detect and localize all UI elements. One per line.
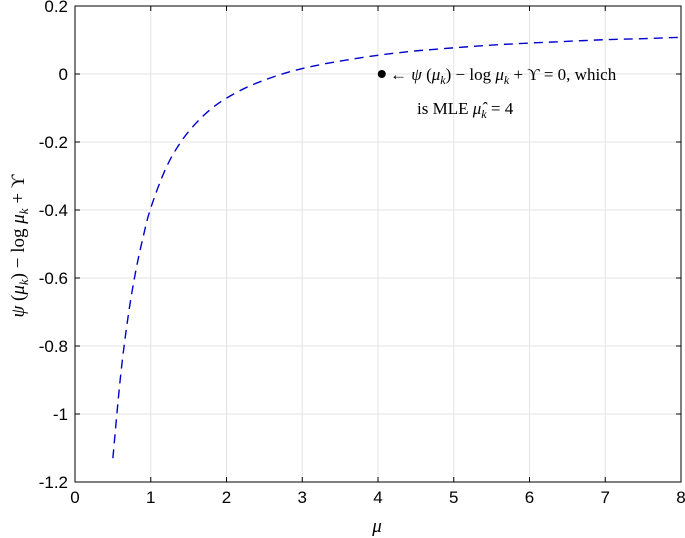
- x-tick-label: 8: [676, 488, 685, 507]
- series-line: [112, 36, 681, 459]
- x-tick-label: 3: [298, 488, 307, 507]
- x-tick-label: 6: [525, 488, 534, 507]
- y-axis-label: ψ (μk) − log μk + ϒ: [8, 174, 31, 317]
- y-tick-label: -0.6: [39, 269, 68, 288]
- y-tick-label: 0.2: [44, 0, 68, 16]
- annotation-line-1: ← ψ (μk) − log μk + ϒ = 0, which: [390, 65, 617, 87]
- y-tick-label: -0.8: [39, 337, 68, 356]
- y-tick-label: -1.2: [39, 473, 68, 492]
- x-tick-label: 0: [70, 488, 79, 507]
- x-tick-label: 4: [373, 488, 382, 507]
- mle-point-marker: [377, 70, 386, 78]
- y-tick-label: 0: [59, 65, 68, 84]
- x-tick-label: 1: [146, 488, 155, 507]
- axis-ticks: 0 1 2 3 4 5 6 7 8 0.2 0 -0.2 -0.4 -0.6 -0.8 -1 -1.2: [39, 0, 685, 507]
- x-tick-label: 2: [222, 488, 231, 507]
- x-axis-label: μ: [371, 516, 382, 537]
- y-tick-label: -0.4: [39, 201, 68, 220]
- y-tick-label: -1: [53, 405, 68, 424]
- annotation-line-2: is MLE μ̂k = 4: [417, 99, 514, 121]
- x-tick-label: 5: [449, 488, 458, 507]
- x-tick-label: 7: [601, 488, 610, 507]
- y-tick-label: -0.2: [39, 133, 68, 152]
